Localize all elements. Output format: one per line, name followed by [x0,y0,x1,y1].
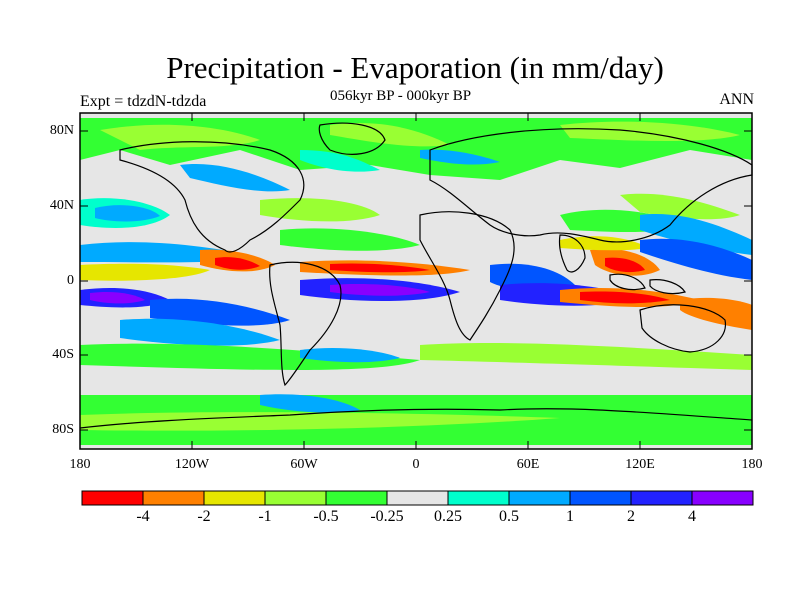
colorbar-label-10: 4 [688,508,696,525]
colorbar-label-3: -1 [258,508,272,525]
colorbar [81,490,754,506]
season-label: ANN [719,91,754,108]
colorbar-swatch [508,490,571,506]
lon-label-0: 0 [412,457,420,472]
coastlines [79,122,753,429]
lat-tick-marks [80,130,752,431]
colorbar-label-7: 0.5 [499,508,519,525]
lon-label-180w: 180 [69,457,91,472]
lon-label-60w: 60W [290,457,318,472]
lon-label-180e: 180 [741,457,763,472]
colorbar-swatch [325,490,388,506]
colorbar-swatch [81,490,144,506]
lat-label-80n: 80N [49,123,74,138]
lon-label-60e: 60E [516,457,540,472]
lon-label-120e: 120E [625,457,655,472]
colorbar-label-2: -2 [197,508,211,525]
lat-label-40n: 40N [49,198,74,213]
colorbar-swatch [691,490,754,506]
colorbar-swatch [142,490,205,506]
colorbar-label-6: 0.25 [434,508,462,525]
colorbar-label-1: -4 [136,508,150,525]
lat-label-40s: 40S [52,347,74,362]
colorbar-label-5: -0.25 [370,508,404,525]
colorbar-swatch [569,490,632,506]
lon-tick-marks [79,113,753,449]
colorbar-swatch [264,490,327,506]
lat-label-eq: 0 [67,273,74,288]
colorbar-label-4: -0.5 [313,508,339,525]
map-title: Precipitation - Evaporation (in mm/day) [166,50,664,85]
lat-label-80s: 80S [52,422,74,437]
colorbar-swatch [447,490,510,506]
colorbar-label-9: 2 [627,508,635,525]
colorbar-swatch [630,490,693,506]
colorbar-label-8: 1 [566,508,574,525]
map-subtitle: 056kyr BP - 000kyr BP [330,88,472,104]
lon-label-120w: 120W [174,457,210,472]
colorbar-swatch [386,490,449,506]
experiment-label: Expt = tdzdN-tdzda [80,93,207,110]
colorbar-swatch [203,490,266,506]
